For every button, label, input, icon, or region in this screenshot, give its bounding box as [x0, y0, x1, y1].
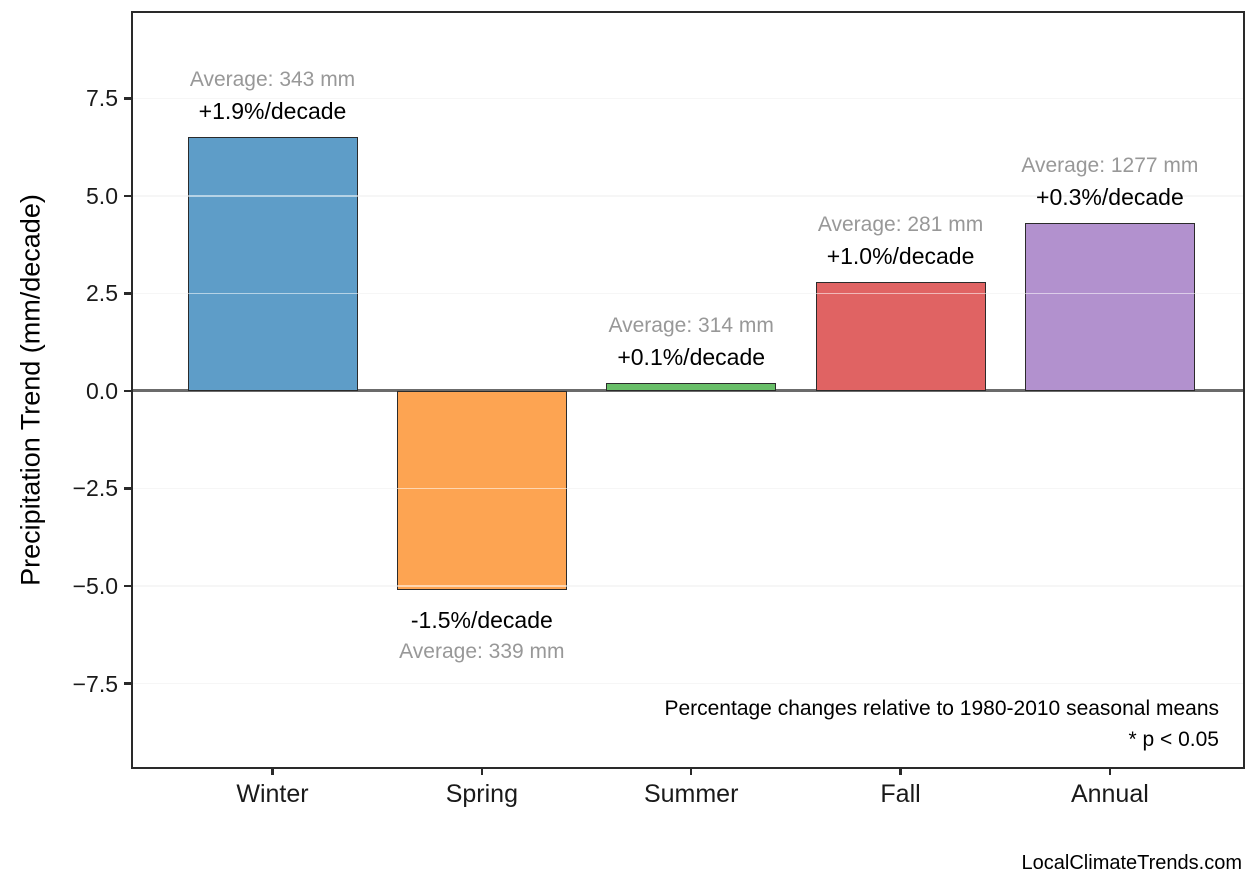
gridline-overlay — [133, 97, 1243, 100]
bar-trend-text: +1.0%/decade — [826, 242, 975, 269]
bar-average-text: Average: 314 mm — [608, 314, 774, 338]
y-tick-mark — [124, 487, 133, 490]
y-tick-label: 7.5 — [86, 85, 118, 112]
y-tick-mark — [124, 682, 133, 685]
y-tick-label: −7.5 — [72, 670, 118, 697]
x-tick-label-spring: Spring — [445, 780, 518, 808]
y-tick-mark — [124, 584, 133, 588]
bar-label-spring: -1.5%/decade Average: 339 mm — [322, 604, 642, 667]
gridline-overlay — [133, 682, 1243, 685]
bar-trend-text: -1.5%/decade — [410, 606, 553, 633]
y-tick-label: −5.0 — [72, 573, 118, 599]
bar-average-text: Average: 339 mm — [399, 639, 565, 663]
x-tick-mark — [689, 767, 693, 775]
bar-average-text: Average: 281 mm — [817, 212, 984, 236]
bar-label-winter: Average: 343 mm +1.9%/decade — [113, 64, 433, 127]
gridline-overlay — [133, 195, 1243, 197]
y-tick-label: 0.0 — [86, 377, 118, 404]
y-tick-label: 2.5 — [86, 280, 118, 307]
annotation-relative-means: Percentage changes relative to 1980-2010… — [664, 697, 1219, 720]
watermark: LocalClimateTrends.com — [1021, 852, 1242, 874]
annotation-significance: * p < 0.05 — [1128, 728, 1220, 751]
chart-annotations: Percentage changes relative to 1980-2010… — [664, 693, 1219, 755]
bar-average-text: Average: 1277 mm — [1021, 154, 1199, 178]
x-tick-label-summer: Summer — [643, 780, 739, 808]
bar-trend-text: +1.9%/decade — [198, 98, 347, 125]
x-tick-mark — [1108, 767, 1112, 775]
bar-annual — [1024, 223, 1195, 391]
x-tick-mark — [271, 767, 274, 775]
x-tick-label-winter: Winter — [236, 780, 309, 808]
bar-winter — [187, 137, 358, 391]
y-tick-mark — [124, 292, 133, 295]
bar-average-text: Average: 343 mm — [189, 68, 356, 92]
bar-label-summer: Average: 314 mm +0.1%/decade — [531, 310, 851, 373]
bar-label-annual: Average: 1277 mm +0.3%/decade — [950, 150, 1258, 213]
bar-trend-text: +0.1%/decade — [617, 344, 766, 371]
bar-spring — [396, 390, 567, 590]
x-tick-mark — [480, 767, 484, 775]
y-tick-label: −2.5 — [72, 475, 118, 502]
x-tick-mark — [899, 767, 902, 775]
x-tick-label-fall: Fall — [880, 780, 921, 808]
zero-line — [133, 389, 1243, 393]
bar-trend-text: +0.3%/decade — [1036, 184, 1184, 211]
y-tick-mark — [124, 97, 133, 100]
bar-fall — [815, 281, 986, 391]
bar-summer — [606, 383, 777, 391]
gridline-overlay — [133, 487, 1243, 490]
y-tick-mark — [124, 389, 133, 393]
gridline-overlay — [133, 292, 1243, 295]
bar-label-fall: Average: 281 mm +1.0%/decade — [741, 209, 1061, 272]
gridline-overlay — [133, 585, 1243, 587]
plot-area: Percentage changes relative to 1980-2010… — [131, 11, 1245, 769]
x-tick-label-annual: Annual — [1070, 780, 1149, 808]
y-tick-label: 5.0 — [86, 182, 118, 209]
y-tick-mark — [124, 194, 133, 198]
